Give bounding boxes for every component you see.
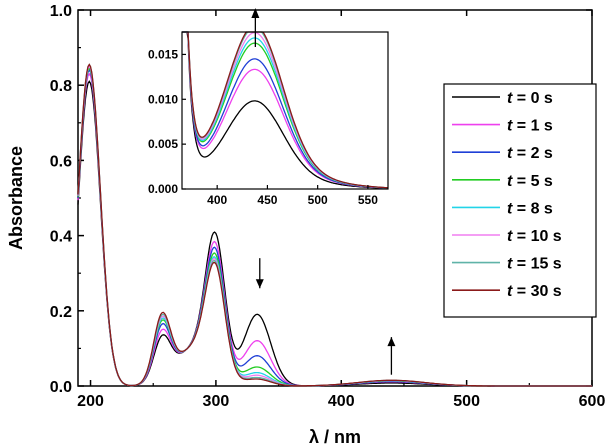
legend-label: t = 8 s [507,200,553,217]
inset-arrows [251,8,260,47]
inset-axis-ticks: 400 450 500 550 0.000 0.005 0.010 0.015 [148,47,378,207]
inset-series-line-0s [182,31,388,189]
legend-value: = 8 s [512,200,553,217]
inset-y-tick-label: 0.015 [148,47,178,61]
legend-prefix: t [507,283,513,300]
y-axis-label: Absorbance [6,146,26,250]
inset-y-tick-label: 0.005 [148,137,178,151]
x-tick-label: 300 [203,393,230,410]
legend-label: t = 10 s [507,228,562,245]
arrow-up-head [387,337,396,347]
y-tick-label: 0.2 [50,304,72,321]
inset-arrow-up-head [251,8,260,18]
legend-label: t = 2 s [507,145,553,162]
legend-prefix: t [507,173,513,190]
inset-series-group [182,31,389,189]
inset-x-tick-label: 400 [207,193,227,207]
legend-value: = 15 s [512,256,561,273]
legend-prefix: t [507,145,513,162]
y-tick-label: 0.0 [50,379,72,396]
x-tick-label: 500 [453,393,480,410]
inset-y-tick-label: 0.000 [148,182,178,196]
inset-y-tick-label: 0.010 [148,92,178,106]
main-arrows [255,258,396,375]
legend-box [443,83,597,318]
legend-prefix: t [507,118,513,135]
legend-label: t = 30 s [507,283,562,300]
legend-value: = 1 s [512,118,553,135]
main-series-group [77,63,592,387]
inset-plot-background [182,32,388,189]
legend-prefix: t [507,228,513,245]
legend-prefix: t [507,200,513,217]
x-tick-label: 600 [579,393,606,410]
legend-prefix: t [507,256,513,273]
x-tick-label: 200 [77,393,104,410]
legend-value: = 2 s [512,145,553,162]
y-tick-label: 0.6 [50,153,72,170]
series-line-30s [77,63,592,387]
y-tick-label: 1.0 [50,3,72,20]
inset-series-line-30s [182,31,388,189]
legend-value: = 0 s [512,90,553,107]
legend-label: t = 0 s [507,90,553,107]
inset-x-tick-label: 450 [257,193,277,207]
legend: t = 0 st = 1 st = 2 st = 5 st = 8 st = 1… [452,90,562,300]
legend-prefix: t [507,90,513,107]
legend-label: t = 15 s [507,256,562,273]
inset-x-tick-label: 550 [358,193,378,207]
inset-plot-frame [181,31,389,190]
inset-x-tick-label: 500 [308,193,328,207]
x-tick-label: 400 [328,393,355,410]
legend-label: t = 5 s [507,173,553,190]
x-axis-label: λ / nm [309,427,361,446]
legend-value: = 30 s [512,283,561,300]
legend-value: = 10 s [512,228,561,245]
legend-label: t = 1 s [507,118,553,135]
y-tick-label: 0.8 [50,78,72,95]
y-tick-label: 0.4 [50,229,72,246]
legend-value: = 5 s [512,173,553,190]
arrow-down-head [255,279,264,289]
